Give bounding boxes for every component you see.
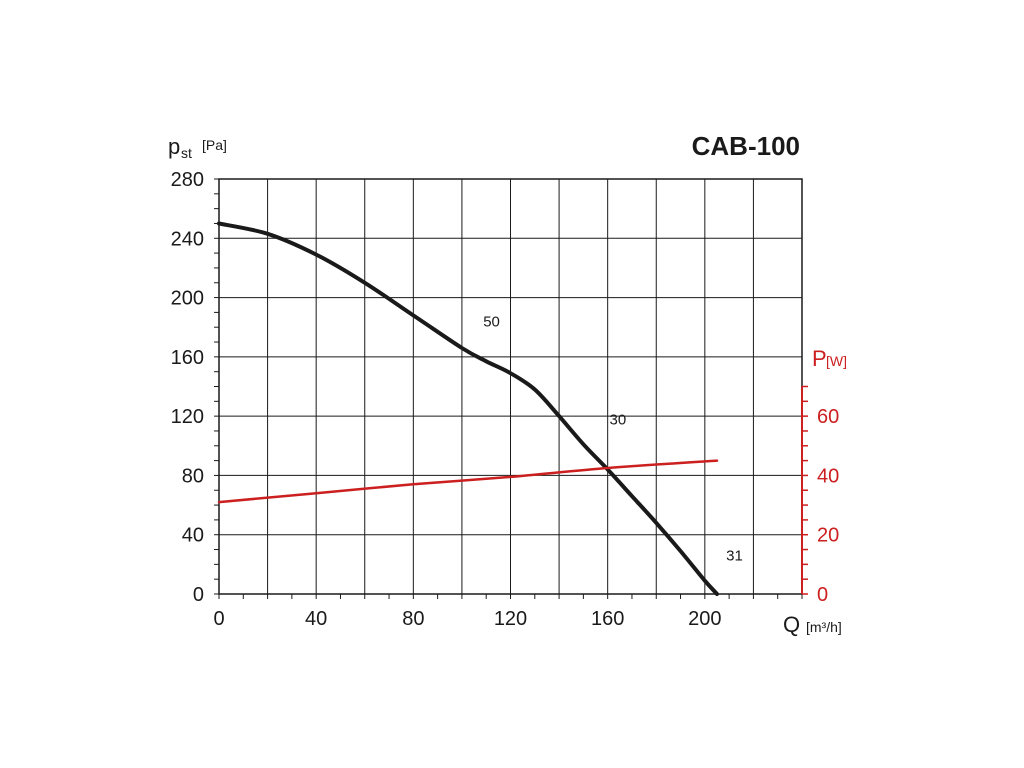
power-curve [217,459,719,504]
y-tick-label: 0 [193,584,204,606]
y-tick-label: 160 [171,347,204,369]
curve-annotation: 50 [483,313,500,330]
curve-annotation: 31 [726,548,743,565]
y-tick-label: 200 [171,288,204,310]
y-axis-label-sub: st [181,145,192,161]
pressure-curve [217,221,719,596]
curves-layer [217,221,719,596]
x-tick-label: 120 [494,608,527,630]
labels-layer: 0 40 80 120 160 200 0 40 80 120 160 200 240 280 0 20 40 6… [171,169,840,630]
chart-title: CAB-100 [692,131,800,161]
y2-tick-label: 20 [817,525,839,547]
y2-tick-label: 0 [817,584,828,606]
y-tick-label: 280 [171,169,204,191]
grid-layer [218,178,803,595]
x-tick-label: 40 [305,608,327,630]
x-axis-unit: [m³/h] [806,619,842,635]
minor-ticks-layer [214,178,808,599]
y-axis-label: p [168,134,180,159]
y-tick-label: 120 [171,406,204,428]
y-tick-label: 40 [182,525,204,547]
y-tick-label: 240 [171,228,204,250]
y2-tick-label: 40 [817,465,839,487]
x-tick-label: 160 [591,608,624,630]
curve-annotation: 30 [610,411,627,428]
y-axis-unit: [Pa] [202,137,227,153]
y-tick-label: 80 [182,465,204,487]
y2-tick-label: 60 [817,406,839,428]
x-axis-label: Q [783,612,800,637]
x-tick-label: 80 [402,608,424,630]
x-tick-label: 200 [688,608,721,630]
y2-axis-label: P [812,346,827,371]
x-tick-label: 0 [213,608,224,630]
y2-axis-unit: [W] [826,353,847,369]
